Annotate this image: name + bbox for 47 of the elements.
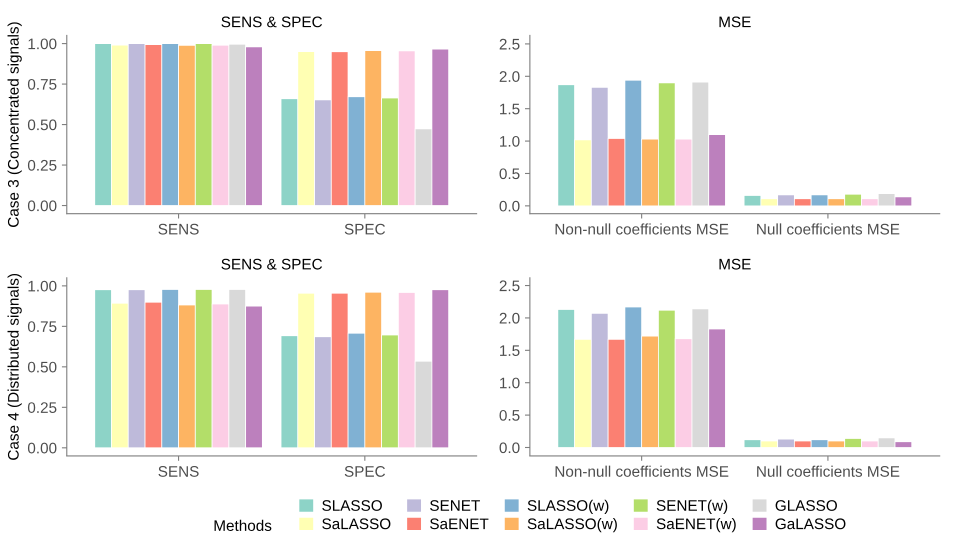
y-tick-label: 0.00 xyxy=(28,200,56,212)
legend-label: SaLASSO xyxy=(322,518,390,530)
chart-title: MSE xyxy=(719,16,751,28)
x-tick-label: Null coefficients MSE xyxy=(757,223,900,235)
y-tick-label: 1.0 xyxy=(500,378,520,388)
y-tick-label: 1.5 xyxy=(500,345,520,356)
legend-label: GaLASSO xyxy=(776,518,846,530)
legend-label: SLASSO xyxy=(322,500,382,511)
y-tick-label: 0.00 xyxy=(28,442,56,454)
x-tick-label: SPEC xyxy=(344,224,386,235)
y-tick-label: 1.00 xyxy=(28,38,56,50)
legend-label: SaLASSO(w) xyxy=(528,518,617,532)
y-tick-label: 0.75 xyxy=(28,321,56,332)
y-tick-label: 0.25 xyxy=(28,402,56,414)
x-tick-label: SENS xyxy=(158,224,199,235)
chart-title: SENS & SPEC xyxy=(221,258,322,270)
x-tick-label: Non-null coefficients MSE xyxy=(556,223,728,235)
legend-title: Methods xyxy=(214,520,272,531)
legend-label: GLASSO xyxy=(776,500,837,511)
y-tick-label: 0.5 xyxy=(500,410,520,421)
y-tick-label: 2.5 xyxy=(500,38,520,50)
legend-label: SLASSO(w) xyxy=(528,500,608,514)
y-tick-label: 0.50 xyxy=(28,119,56,130)
y-tick-label: 1.0 xyxy=(500,136,520,147)
y-tick-label: 0.75 xyxy=(28,78,56,90)
y-tick-label: 0.25 xyxy=(28,160,56,171)
chart-title: SENS & SPEC xyxy=(221,16,322,28)
legend-label: SaENET(w) xyxy=(656,518,736,532)
y-axis-title: Case 4 (Distributed signals) xyxy=(8,274,22,460)
y-tick-label: 0.0 xyxy=(500,442,520,454)
legend-label: SENET xyxy=(430,500,480,511)
x-tick-label: Null coefficients MSE xyxy=(757,466,900,477)
legend-label: SaENET xyxy=(430,518,488,530)
y-tick-label: 0.5 xyxy=(500,168,520,180)
x-tick-label: SENS xyxy=(158,466,199,477)
y-tick-label: 0.0 xyxy=(500,200,520,212)
y-axis-title: Case 3 (Concentrated signals) xyxy=(8,22,22,227)
x-tick-label: Non-null coefficients MSE xyxy=(556,466,728,477)
y-tick-label: 2.5 xyxy=(500,280,520,292)
y-tick-label: 1.5 xyxy=(500,104,520,114)
y-tick-label: 2.0 xyxy=(500,71,520,82)
chart-title: MSE xyxy=(719,258,751,270)
y-tick-label: 0.50 xyxy=(28,362,56,373)
x-tick-label: SPEC xyxy=(344,466,386,477)
legend-label: SENET(w) xyxy=(656,500,728,514)
y-tick-label: 2.0 xyxy=(500,312,520,324)
y-tick-label: 1.00 xyxy=(28,280,56,292)
